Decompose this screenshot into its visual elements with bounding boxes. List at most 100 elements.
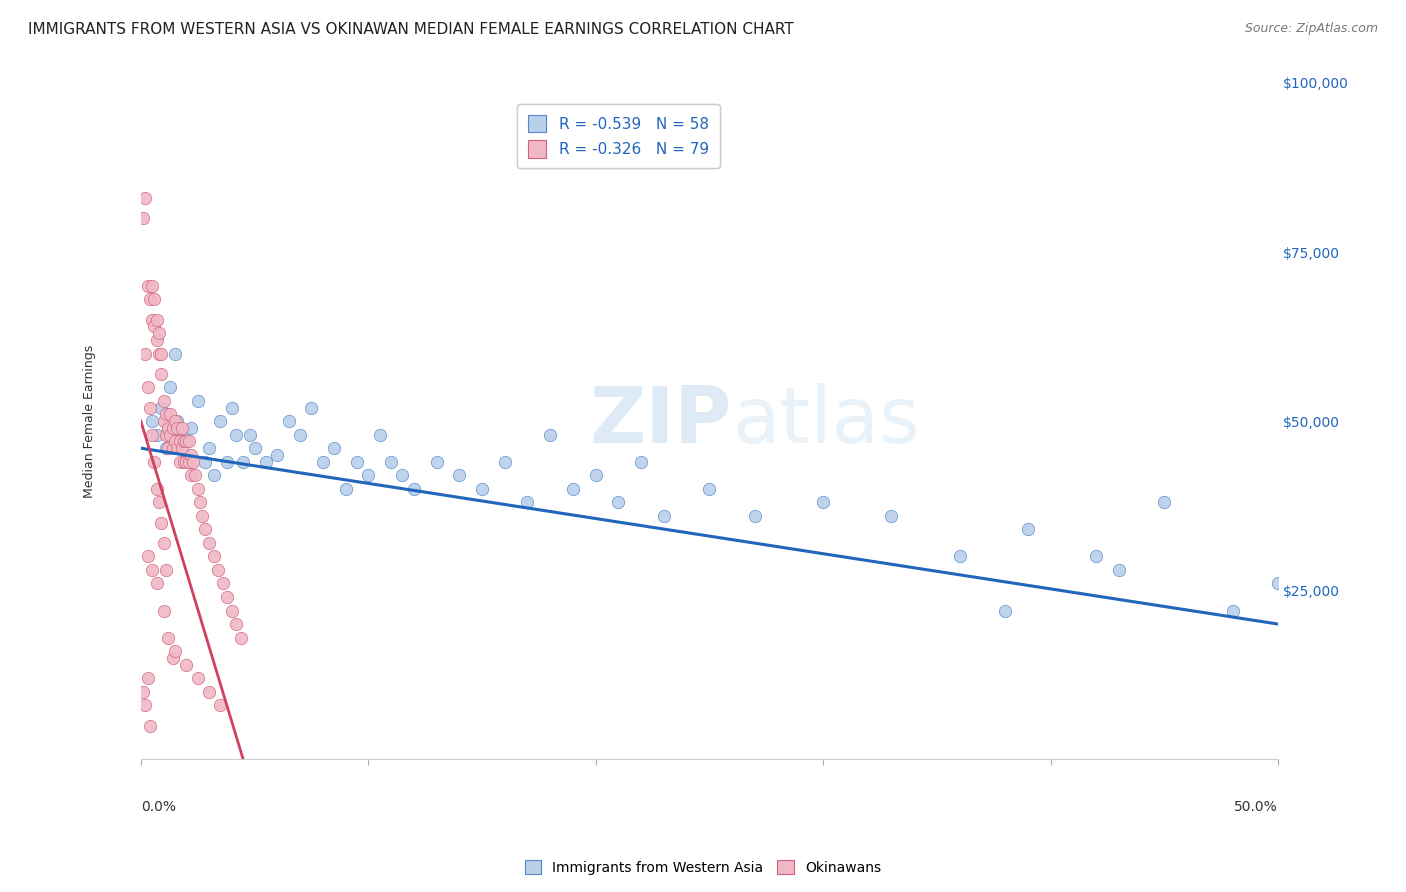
Point bbox=[145, 576, 167, 591]
Point bbox=[188, 495, 211, 509]
Point bbox=[141, 563, 163, 577]
Point bbox=[136, 380, 159, 394]
Point bbox=[209, 698, 232, 713]
Text: Median Female Earnings: Median Female Earnings bbox=[83, 344, 96, 498]
Point bbox=[211, 576, 233, 591]
Point bbox=[159, 380, 181, 394]
Point bbox=[880, 508, 903, 523]
Point bbox=[380, 455, 402, 469]
Point bbox=[148, 326, 170, 341]
Point bbox=[180, 448, 202, 462]
Point bbox=[254, 455, 277, 469]
Point bbox=[198, 441, 221, 455]
Point bbox=[150, 367, 173, 381]
Point bbox=[607, 495, 630, 509]
Text: Source: ZipAtlas.com: Source: ZipAtlas.com bbox=[1244, 22, 1378, 36]
Point bbox=[132, 684, 155, 698]
Point bbox=[181, 455, 204, 469]
Point bbox=[225, 617, 247, 632]
Point bbox=[229, 631, 252, 645]
Point bbox=[143, 293, 166, 307]
Point bbox=[141, 427, 163, 442]
Point bbox=[266, 448, 288, 462]
Point bbox=[346, 455, 368, 469]
Point bbox=[159, 427, 181, 442]
Point bbox=[150, 401, 173, 415]
Point bbox=[170, 427, 193, 442]
Point bbox=[699, 482, 721, 496]
Point bbox=[243, 441, 266, 455]
Point bbox=[152, 414, 174, 428]
Point bbox=[193, 522, 215, 536]
Point bbox=[630, 455, 652, 469]
Point bbox=[187, 671, 209, 685]
Point bbox=[368, 427, 391, 442]
Point bbox=[1222, 603, 1244, 617]
Point bbox=[173, 434, 195, 449]
Point bbox=[652, 508, 675, 523]
Point bbox=[811, 495, 834, 509]
Point bbox=[163, 346, 186, 360]
Point bbox=[1017, 522, 1039, 536]
Point bbox=[169, 455, 191, 469]
Point bbox=[187, 482, 209, 496]
Point bbox=[139, 293, 162, 307]
Text: atlas: atlas bbox=[733, 384, 920, 459]
Point bbox=[449, 468, 471, 483]
Point bbox=[159, 408, 181, 422]
Point bbox=[516, 495, 538, 509]
Point bbox=[191, 508, 214, 523]
Point bbox=[166, 441, 188, 455]
Point bbox=[148, 346, 170, 360]
Point bbox=[217, 590, 239, 604]
Point bbox=[277, 414, 299, 428]
Point bbox=[1085, 549, 1108, 564]
Point bbox=[166, 414, 188, 428]
Point bbox=[157, 421, 180, 435]
Point bbox=[150, 346, 173, 360]
Point bbox=[187, 393, 209, 408]
Point bbox=[134, 698, 156, 713]
Point bbox=[562, 482, 585, 496]
Point bbox=[152, 603, 174, 617]
Point bbox=[193, 455, 215, 469]
Point bbox=[139, 401, 162, 415]
Point bbox=[152, 393, 174, 408]
Point bbox=[299, 401, 322, 415]
Point bbox=[136, 549, 159, 564]
Point bbox=[143, 455, 166, 469]
Point bbox=[202, 549, 225, 564]
Point bbox=[134, 191, 156, 205]
Text: 0.0%: 0.0% bbox=[141, 800, 176, 814]
Point bbox=[288, 427, 311, 442]
Point bbox=[145, 333, 167, 347]
Point bbox=[1267, 576, 1289, 591]
Point bbox=[155, 408, 177, 422]
Point bbox=[150, 516, 173, 530]
Point bbox=[170, 421, 193, 435]
Point bbox=[157, 441, 180, 455]
Point bbox=[132, 211, 155, 226]
Point bbox=[141, 414, 163, 428]
Point bbox=[1108, 563, 1130, 577]
Point bbox=[141, 312, 163, 326]
Point bbox=[312, 455, 335, 469]
Point bbox=[994, 603, 1017, 617]
Point bbox=[538, 427, 561, 442]
Point bbox=[152, 536, 174, 550]
Point bbox=[184, 468, 207, 483]
Point bbox=[139, 718, 162, 732]
Point bbox=[217, 455, 239, 469]
Point bbox=[180, 468, 202, 483]
Point bbox=[949, 549, 972, 564]
Point bbox=[173, 455, 195, 469]
Point bbox=[145, 427, 167, 442]
Point bbox=[425, 455, 447, 469]
Point bbox=[207, 563, 229, 577]
Point bbox=[143, 319, 166, 334]
Point bbox=[209, 414, 232, 428]
Point bbox=[166, 421, 188, 435]
Point bbox=[170, 441, 193, 455]
Point bbox=[136, 278, 159, 293]
Point bbox=[239, 427, 262, 442]
